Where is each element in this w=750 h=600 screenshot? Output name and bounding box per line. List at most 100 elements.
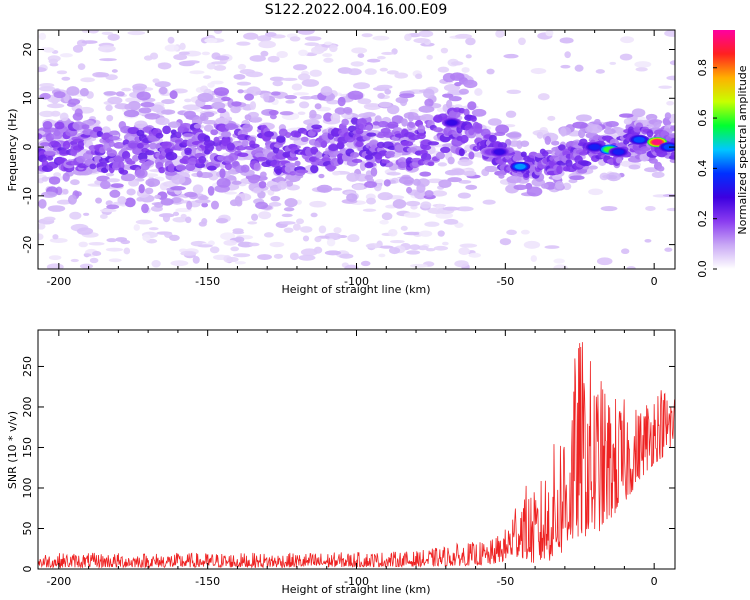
spectrogram-cell bbox=[41, 191, 58, 198]
spectrogram-cell bbox=[425, 247, 436, 252]
spectrogram-cell bbox=[237, 63, 247, 70]
spectrogram-cell bbox=[41, 176, 49, 182]
spectrogram-cell bbox=[366, 197, 377, 205]
spectrogram-cell bbox=[424, 221, 440, 227]
spectrogram-cell bbox=[59, 112, 69, 122]
spectrogram-cell bbox=[165, 151, 178, 161]
spectrogram-cell bbox=[101, 31, 114, 36]
spectrogram-cell bbox=[285, 180, 294, 187]
spectrogram-cell bbox=[523, 240, 541, 249]
spectrogram-cell bbox=[258, 180, 267, 189]
spectrogram-cell bbox=[155, 132, 164, 139]
spectrogram-cell bbox=[247, 221, 258, 225]
spectrogram-cell bbox=[423, 88, 435, 99]
spectrogram-cell bbox=[117, 196, 127, 205]
colorbar-label: Normalized spectral amplitude bbox=[736, 65, 749, 234]
spectrogram-cell bbox=[326, 238, 336, 247]
spectrogram-cell bbox=[339, 253, 354, 259]
spectrogram-cell bbox=[301, 79, 320, 87]
spectrogram-cell bbox=[316, 184, 333, 193]
spectrogram-cell bbox=[378, 253, 386, 258]
spectrogram-cell bbox=[197, 92, 214, 103]
spectrogram-cell bbox=[384, 88, 392, 95]
spectrogram-cell bbox=[644, 238, 652, 243]
spectrogram-cell bbox=[62, 172, 70, 182]
spectrogram-cell bbox=[595, 69, 605, 74]
spectrogram-cell bbox=[72, 121, 85, 131]
spectrogram-cell bbox=[268, 202, 282, 207]
spectrogram-cell bbox=[392, 199, 407, 209]
spectrogram-cell bbox=[311, 124, 323, 130]
spectrogram-cell bbox=[119, 169, 129, 175]
spectrogram-cell bbox=[315, 151, 323, 159]
spectrogram-cell bbox=[281, 213, 293, 218]
snr-x-tick-label: -150 bbox=[195, 575, 220, 588]
spectrogram-cell bbox=[192, 255, 200, 264]
spectrogram-cell bbox=[98, 45, 116, 53]
spectrogram-cell bbox=[141, 203, 149, 214]
spectrogram-cell bbox=[260, 50, 269, 57]
spectrogram-cell bbox=[175, 131, 182, 139]
spectrogram-cell bbox=[243, 32, 259, 40]
spectrogram-cell bbox=[96, 175, 110, 182]
spectrogram-y-tick-label: -10 bbox=[21, 187, 34, 205]
spectrogram-cell bbox=[293, 64, 308, 71]
spectrogram-cell bbox=[323, 112, 334, 122]
spectrogram-cell bbox=[310, 146, 319, 155]
spectrogram-cell bbox=[277, 180, 288, 190]
spectrogram-cell bbox=[455, 206, 474, 212]
spectrogram-cell bbox=[298, 254, 316, 261]
spectrogram-cell bbox=[53, 91, 66, 99]
spectrogram-cell bbox=[578, 128, 586, 139]
spectrogram-cell bbox=[48, 58, 59, 64]
spectrogram-cell bbox=[167, 36, 175, 44]
spectrogram-cell bbox=[310, 212, 318, 218]
spectrogram-cell bbox=[237, 241, 254, 248]
spectrogram-cell bbox=[216, 177, 231, 188]
spectrogram-cell bbox=[463, 170, 477, 177]
spectrogram-cell bbox=[232, 230, 245, 235]
spectrogram-cell bbox=[514, 163, 526, 170]
spectrogram-cell bbox=[298, 101, 310, 109]
spectrogram-cell bbox=[468, 252, 482, 258]
spectrogram-cell bbox=[329, 44, 338, 53]
spectrogram-cell bbox=[46, 156, 54, 161]
spectrogram-cell bbox=[651, 171, 665, 178]
spectrogram-cell bbox=[433, 245, 449, 251]
spectrogram-cell bbox=[242, 123, 253, 133]
spectrogram-cell bbox=[657, 165, 665, 172]
spectrogram-cell bbox=[246, 86, 261, 96]
spectrogram-cell bbox=[293, 92, 309, 96]
spectrogram-cell bbox=[126, 188, 136, 196]
spectrogram-cell bbox=[458, 88, 469, 95]
spectrogram-cell bbox=[596, 257, 613, 266]
spectrogram-cell bbox=[99, 214, 108, 219]
snr-x-tick-label: -100 bbox=[344, 575, 369, 588]
spectrogram-cell bbox=[180, 213, 187, 219]
spectrogram-cell bbox=[224, 191, 237, 195]
spectrogram-cell bbox=[482, 199, 496, 205]
spectrogram-cell bbox=[148, 227, 159, 231]
spectrogram-cell bbox=[284, 95, 298, 100]
spectrogram-cell bbox=[357, 53, 365, 58]
spectrogram-cell bbox=[544, 245, 560, 249]
spectrogram-cell bbox=[160, 109, 176, 115]
spectrogram-cell bbox=[465, 54, 472, 59]
spectrogram-cell bbox=[419, 114, 435, 122]
spectrogram-cell bbox=[351, 47, 368, 54]
spectrogram-cell bbox=[450, 61, 464, 66]
spectrogram-cell bbox=[38, 67, 47, 73]
spectrogram-cell bbox=[458, 148, 465, 157]
spectrogram-cell bbox=[356, 139, 363, 148]
spectrogram-cell bbox=[160, 198, 174, 206]
spectrogram-cell bbox=[273, 166, 284, 174]
spectrogram-cell bbox=[198, 156, 207, 164]
spectrogram-cell bbox=[217, 108, 227, 114]
spectrogram-cell bbox=[241, 139, 249, 148]
spectrogram-cell bbox=[304, 42, 320, 47]
spectrogram-cell bbox=[664, 30, 675, 37]
spectrogram-cell bbox=[234, 196, 242, 205]
spectrogram-cell bbox=[465, 37, 476, 46]
spectrogram-cell bbox=[370, 167, 378, 177]
spectrogram-cell bbox=[213, 65, 227, 71]
